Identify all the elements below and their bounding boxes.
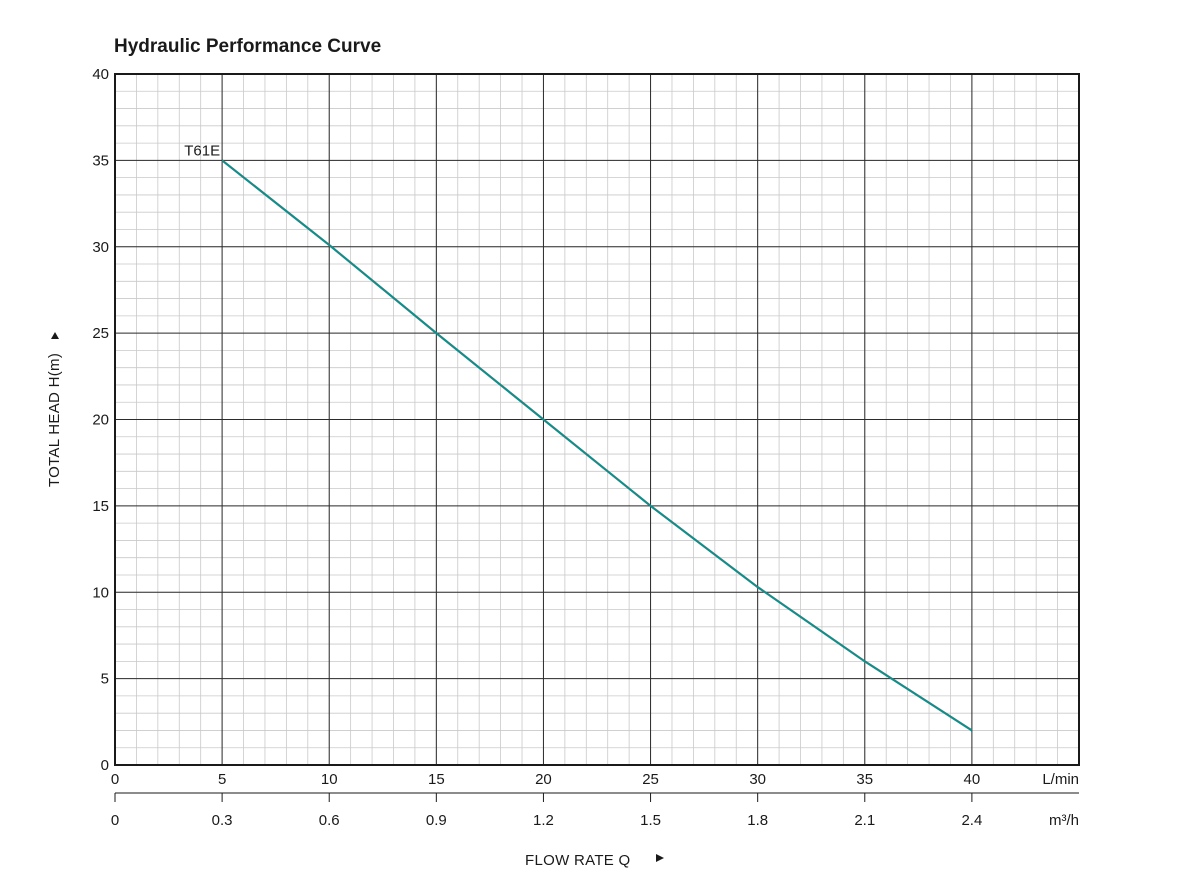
y-tick-label: 20 bbox=[92, 412, 109, 429]
x2-tick-label: 2.4 bbox=[961, 812, 982, 829]
x2-tick-label: 2.1 bbox=[854, 812, 875, 829]
x-axis-label: FLOW RATE Q bbox=[525, 852, 631, 869]
y-tick-label: 5 bbox=[101, 671, 109, 688]
x-tick-label: 25 bbox=[642, 771, 659, 788]
x-tick-label: 10 bbox=[321, 771, 338, 788]
y-tick-label: 10 bbox=[92, 584, 109, 601]
x-tick-labels: 0 5 10 15 20 25 30 35 40 bbox=[111, 771, 980, 788]
y-tick-label: 35 bbox=[92, 152, 109, 169]
series-label: T61E bbox=[184, 142, 220, 159]
x-axis-arrow-icon bbox=[656, 854, 664, 862]
x2-tick-label: 0 bbox=[111, 812, 119, 829]
y-tick-label: 30 bbox=[92, 239, 109, 256]
y-tick-label: 25 bbox=[92, 325, 109, 342]
x2-tick-label: 0.9 bbox=[426, 812, 447, 829]
y-axis-arrow-icon bbox=[51, 332, 59, 339]
y-axis-title: TOTAL HEAD H(m) bbox=[46, 353, 63, 487]
x-tick-label: 35 bbox=[856, 771, 873, 788]
x-tick-label: 0 bbox=[111, 771, 119, 788]
x2-unit-label: m³/h bbox=[1049, 812, 1079, 829]
chart-title: Hydraulic Performance Curve bbox=[114, 36, 381, 57]
y-tick-label: 40 bbox=[92, 66, 109, 83]
x2-tick-label: 0.6 bbox=[319, 812, 340, 829]
series-layer: T61E bbox=[184, 142, 973, 732]
x-unit-label: L/min bbox=[1042, 771, 1079, 788]
x-tick-label: 15 bbox=[428, 771, 445, 788]
x2-tick-label: 1.8 bbox=[747, 812, 768, 829]
x-tick-label: 5 bbox=[218, 771, 226, 788]
x2-tick-label: 1.2 bbox=[533, 812, 554, 829]
x-tick-label: 40 bbox=[964, 771, 981, 788]
y-axis-label: TOTAL HEAD H(m) bbox=[46, 353, 63, 487]
x2-tick-label: 1.5 bbox=[640, 812, 661, 829]
x2-tick-label: 0.3 bbox=[212, 812, 233, 829]
series-line bbox=[221, 159, 973, 732]
x-tick-label: 30 bbox=[749, 771, 766, 788]
y-tick-label: 15 bbox=[92, 498, 109, 515]
secondary-x-axis: 0 0.3 0.6 0.9 1.2 1.5 1.8 2.1 2.4 bbox=[111, 792, 1079, 829]
plot-frame bbox=[114, 73, 1080, 766]
y-tick-label: 0 bbox=[101, 757, 109, 774]
y-tick-labels: 0 5 10 15 20 25 30 35 40 bbox=[92, 66, 109, 774]
x-tick-label: 20 bbox=[535, 771, 552, 788]
